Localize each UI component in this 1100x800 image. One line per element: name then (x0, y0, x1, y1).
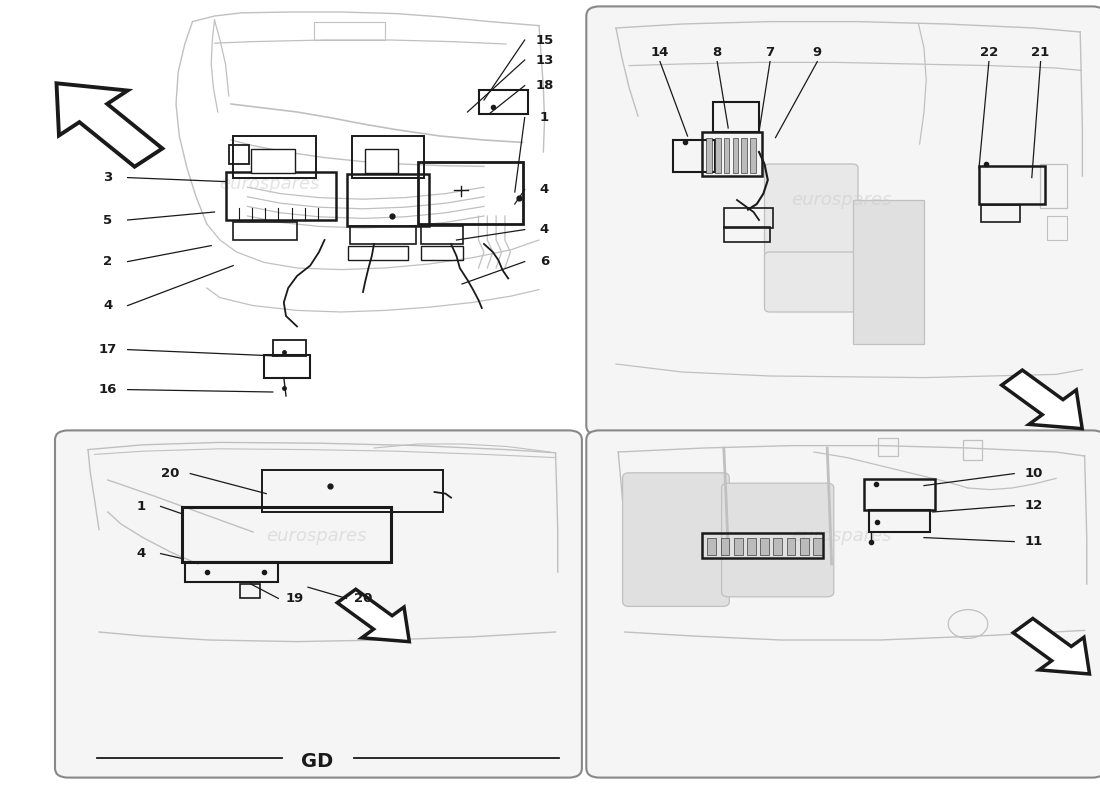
Text: 4: 4 (540, 183, 549, 196)
Text: 4: 4 (540, 223, 549, 236)
Text: 2: 2 (103, 255, 112, 268)
Polygon shape (338, 590, 409, 642)
Text: 14: 14 (651, 46, 669, 58)
Text: 13: 13 (536, 54, 553, 66)
Text: 3: 3 (103, 171, 112, 184)
Text: 17: 17 (99, 343, 117, 356)
FancyBboxPatch shape (741, 138, 747, 173)
Text: 21: 21 (1032, 46, 1049, 58)
FancyBboxPatch shape (251, 149, 295, 173)
FancyBboxPatch shape (586, 6, 1100, 435)
FancyBboxPatch shape (706, 138, 712, 173)
FancyBboxPatch shape (773, 538, 782, 555)
FancyBboxPatch shape (764, 252, 864, 312)
Text: eurospares: eurospares (266, 527, 367, 545)
FancyBboxPatch shape (750, 138, 756, 173)
Polygon shape (1013, 618, 1089, 674)
FancyBboxPatch shape (747, 538, 756, 555)
Text: eurospares: eurospares (219, 175, 320, 193)
Text: 20: 20 (162, 467, 179, 480)
Text: 8: 8 (713, 46, 722, 58)
FancyBboxPatch shape (722, 483, 834, 597)
Text: 4: 4 (103, 299, 112, 312)
FancyBboxPatch shape (715, 138, 720, 173)
Text: 19: 19 (286, 592, 304, 605)
FancyBboxPatch shape (365, 149, 398, 173)
Polygon shape (56, 83, 163, 166)
Text: eurospares: eurospares (791, 191, 892, 209)
Text: 1: 1 (136, 500, 145, 513)
FancyBboxPatch shape (733, 138, 738, 173)
FancyBboxPatch shape (852, 200, 924, 344)
FancyBboxPatch shape (623, 473, 729, 606)
Text: 6: 6 (540, 255, 549, 268)
Text: eurospares: eurospares (791, 527, 892, 545)
Text: 20: 20 (354, 592, 372, 605)
Text: 4: 4 (136, 547, 145, 560)
FancyBboxPatch shape (786, 538, 795, 555)
FancyBboxPatch shape (724, 138, 729, 173)
Text: 15: 15 (536, 34, 553, 46)
Text: 5: 5 (103, 214, 112, 226)
Text: 10: 10 (1025, 467, 1043, 480)
Text: 9: 9 (813, 46, 822, 58)
Text: 18: 18 (536, 79, 553, 92)
Text: 22: 22 (980, 46, 998, 58)
FancyBboxPatch shape (734, 538, 742, 555)
FancyBboxPatch shape (586, 430, 1100, 778)
FancyBboxPatch shape (764, 164, 858, 260)
FancyBboxPatch shape (55, 430, 582, 778)
Text: 16: 16 (99, 383, 117, 396)
Polygon shape (1002, 370, 1082, 429)
Text: 12: 12 (1025, 499, 1043, 512)
FancyBboxPatch shape (720, 538, 729, 555)
Text: 11: 11 (1025, 535, 1043, 548)
Text: 1: 1 (540, 111, 549, 124)
FancyBboxPatch shape (813, 538, 822, 555)
FancyBboxPatch shape (707, 538, 716, 555)
FancyBboxPatch shape (800, 538, 808, 555)
FancyBboxPatch shape (760, 538, 769, 555)
Text: 7: 7 (766, 46, 774, 58)
Text: GD: GD (300, 752, 333, 771)
